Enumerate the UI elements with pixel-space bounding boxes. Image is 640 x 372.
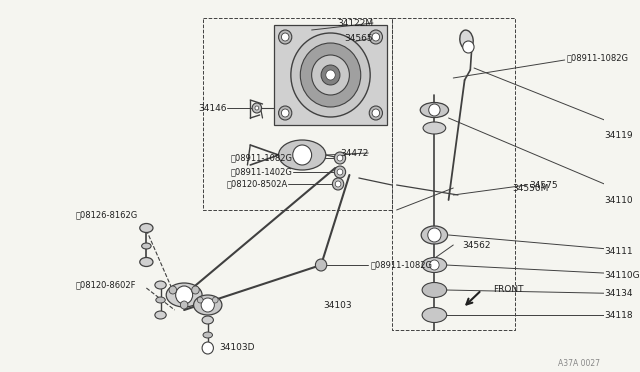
Text: Ⓑ08120-8502A: Ⓑ08120-8502A (227, 180, 288, 189)
Ellipse shape (422, 257, 447, 273)
Circle shape (428, 228, 441, 242)
Ellipse shape (140, 257, 153, 266)
Ellipse shape (166, 283, 202, 307)
Circle shape (321, 65, 340, 85)
Text: Ⓑ08126-8162G: Ⓑ08126-8162G (76, 211, 138, 219)
Text: 34119: 34119 (604, 131, 633, 140)
Circle shape (292, 145, 312, 165)
Polygon shape (274, 25, 387, 125)
Circle shape (201, 298, 214, 312)
Circle shape (372, 109, 380, 117)
Text: 34111: 34111 (604, 247, 633, 257)
Circle shape (252, 103, 262, 113)
Circle shape (192, 286, 199, 294)
Text: Ⓝ08911-1082G: Ⓝ08911-1082G (231, 154, 292, 163)
Circle shape (282, 33, 289, 41)
Circle shape (255, 106, 259, 110)
Circle shape (197, 297, 203, 303)
Ellipse shape (156, 297, 165, 303)
Text: 34562: 34562 (463, 241, 492, 250)
Circle shape (332, 178, 344, 190)
Circle shape (312, 55, 349, 95)
Ellipse shape (202, 316, 213, 324)
Circle shape (429, 104, 440, 116)
Circle shape (202, 342, 213, 354)
Circle shape (372, 33, 380, 41)
Circle shape (334, 166, 346, 178)
Ellipse shape (193, 295, 222, 315)
Text: FRONT: FRONT (493, 285, 524, 295)
Circle shape (278, 106, 292, 120)
Circle shape (369, 106, 383, 120)
Ellipse shape (421, 226, 447, 244)
Circle shape (300, 43, 361, 107)
Ellipse shape (155, 311, 166, 319)
Text: A37A 0027: A37A 0027 (557, 359, 600, 368)
Ellipse shape (420, 103, 449, 118)
Text: 34472: 34472 (340, 148, 368, 157)
Text: Ⓝ08911-1082G: Ⓝ08911-1082G (566, 54, 628, 62)
Circle shape (212, 297, 218, 303)
Ellipse shape (278, 140, 326, 170)
Text: 34565: 34565 (344, 33, 373, 42)
Ellipse shape (203, 332, 212, 338)
Ellipse shape (422, 282, 447, 298)
Ellipse shape (140, 224, 153, 232)
Circle shape (278, 30, 292, 44)
Text: 34118: 34118 (604, 311, 633, 320)
Ellipse shape (423, 122, 445, 134)
Ellipse shape (422, 308, 447, 323)
Text: 34103D: 34103D (219, 343, 255, 353)
Circle shape (282, 109, 289, 117)
Text: 34146: 34146 (198, 103, 227, 112)
Text: 34575: 34575 (529, 180, 557, 189)
Circle shape (429, 260, 439, 270)
Circle shape (326, 70, 335, 80)
Text: 34110: 34110 (604, 196, 633, 205)
Text: 34122M: 34122M (337, 19, 373, 28)
Circle shape (169, 286, 177, 294)
Circle shape (291, 33, 370, 117)
Text: 34110G: 34110G (604, 270, 640, 279)
Ellipse shape (155, 281, 166, 289)
Text: 34134: 34134 (604, 289, 633, 298)
Circle shape (337, 155, 343, 161)
Text: Ⓝ08911-1082G: Ⓝ08911-1082G (370, 260, 432, 269)
Circle shape (463, 41, 474, 53)
Circle shape (175, 286, 193, 304)
Circle shape (180, 301, 188, 309)
Text: 34103: 34103 (323, 301, 351, 310)
Text: 34550M: 34550M (512, 183, 548, 192)
Circle shape (335, 181, 341, 187)
Ellipse shape (460, 30, 473, 50)
Ellipse shape (141, 243, 151, 249)
Circle shape (337, 169, 343, 175)
Circle shape (316, 259, 327, 271)
Circle shape (334, 152, 346, 164)
Circle shape (369, 30, 383, 44)
Text: Ⓝ08911-1402G: Ⓝ08911-1402G (231, 167, 292, 176)
Text: Ⓑ08120-8602F: Ⓑ08120-8602F (76, 280, 136, 289)
